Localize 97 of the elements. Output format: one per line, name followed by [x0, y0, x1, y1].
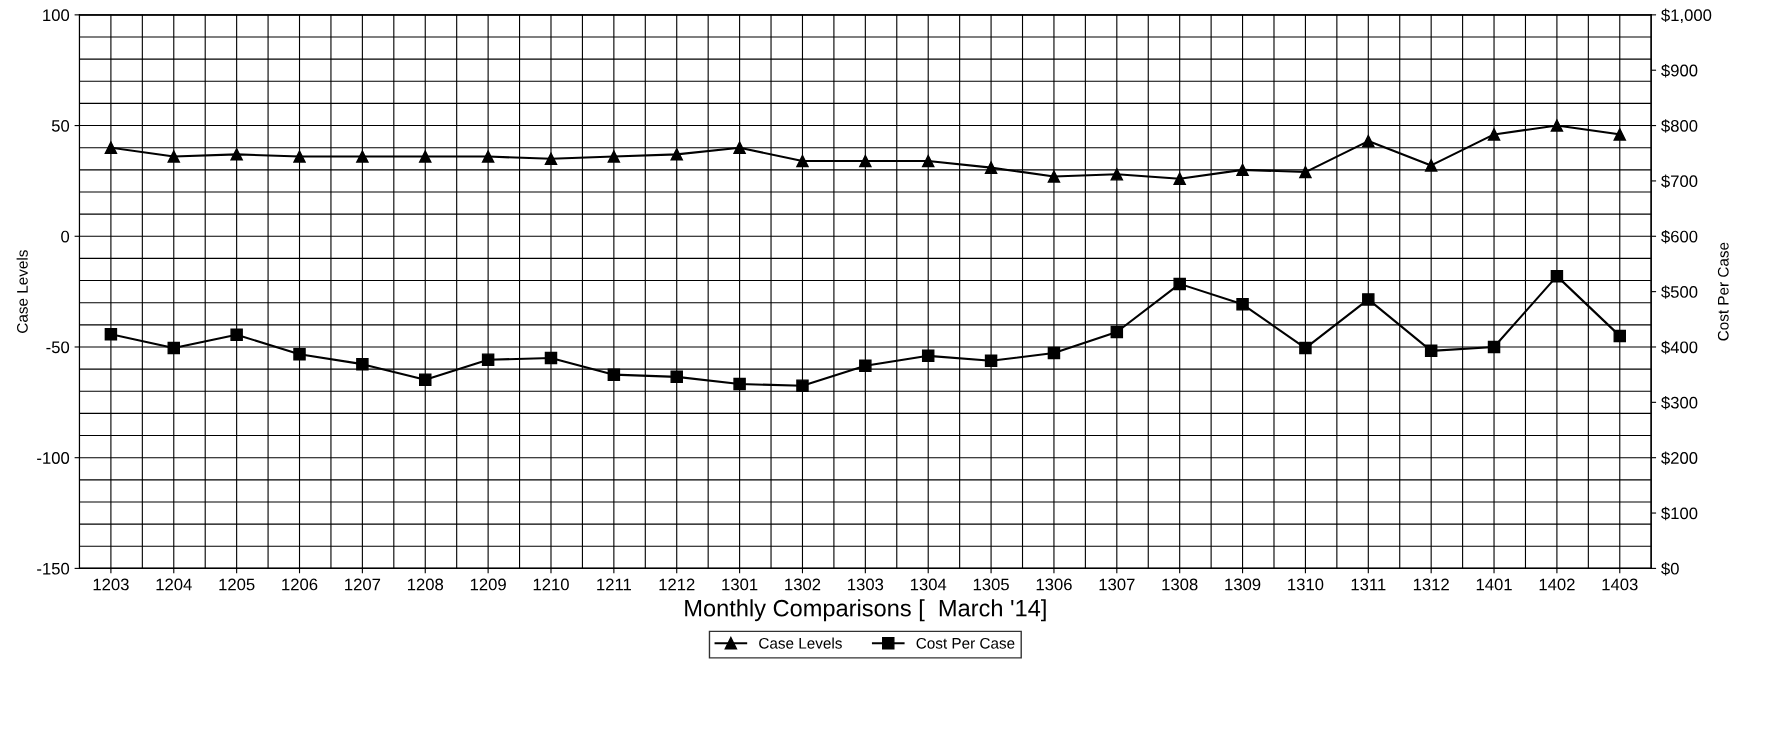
x-tick-label: 1207: [345, 578, 381, 591]
point: [1550, 269, 1564, 283]
point: [1362, 293, 1375, 306]
point: [356, 150, 369, 163]
point: [1047, 170, 1061, 183]
point: [1047, 346, 1061, 360]
point: [167, 341, 181, 355]
x-tick-label: 1403: [1602, 578, 1638, 591]
point: [670, 370, 683, 384]
point: [1613, 128, 1627, 141]
point: [1362, 134, 1375, 148]
x-tick-label: 1309: [1225, 578, 1261, 591]
y2-axis-title: Cost Per Case: [1717, 242, 1729, 341]
point: [104, 327, 118, 341]
x-tick-label: 1301: [722, 578, 758, 591]
x-tick-label: 1307: [1099, 578, 1135, 591]
y-tick-label: 100: [43, 9, 70, 22]
point: [544, 351, 558, 365]
y2-tick-label: $300: [1661, 396, 1698, 410]
y-axis-title: Case Levels: [16, 250, 28, 333]
point: [859, 154, 872, 168]
point: [293, 150, 306, 163]
y2-tick-label: $100: [1661, 506, 1698, 521]
x-tick-label: 1402: [1539, 578, 1575, 591]
point: [921, 154, 935, 168]
point: [544, 152, 558, 166]
x-tick-label: 1204: [156, 578, 192, 591]
point: [1424, 159, 1438, 172]
x-tick-label: 1306: [1036, 578, 1072, 591]
x-tick-label: 1205: [219, 578, 255, 591]
y2-tick-label: $200: [1661, 451, 1698, 465]
point: [481, 353, 495, 366]
point: [293, 347, 306, 361]
legend-label: Case Levels: [759, 637, 842, 649]
point: [733, 377, 746, 391]
x-tick-label: 1303: [848, 578, 884, 591]
point: [1613, 329, 1627, 343]
point: [1487, 128, 1501, 141]
y2-tick-label: $700: [1661, 174, 1698, 189]
point: [1173, 277, 1186, 291]
x-tick-label: 1305: [973, 578, 1009, 591]
x-tick-label: 1312: [1413, 578, 1449, 591]
x-tick-label: 1209: [470, 578, 506, 591]
point: [670, 148, 683, 161]
y2-tick-label: $0: [1661, 562, 1679, 576]
point: [1424, 344, 1438, 358]
y2-tick-label: $500: [1661, 285, 1698, 299]
point: [1110, 168, 1124, 181]
y-tick-label: -150: [37, 562, 70, 575]
x-tick-label: 1401: [1476, 578, 1512, 591]
x-tick-label: 1210: [533, 578, 569, 591]
point: [1550, 119, 1564, 132]
y2-tick-label: $600: [1661, 229, 1698, 244]
point: [984, 161, 998, 174]
y-tick-label: -100: [37, 452, 70, 464]
point: [796, 154, 809, 168]
x-tick-label: 1212: [659, 578, 695, 591]
x-tick-label: 1208: [407, 578, 444, 591]
x-tick-label: 1310: [1288, 578, 1324, 591]
point: [607, 150, 621, 163]
y2-tick-label: $1,000: [1661, 8, 1712, 24]
point: [1299, 341, 1312, 355]
y2-tick-label: $900: [1661, 63, 1698, 78]
point: [1110, 325, 1124, 339]
point: [984, 354, 998, 368]
x-tick-label: 1311: [1351, 578, 1386, 591]
point: [1236, 298, 1249, 311]
x-tick-label: 1302: [785, 578, 821, 591]
point: [796, 379, 809, 392]
point: [1173, 172, 1186, 185]
point: [1487, 340, 1501, 354]
x-tick-label: 1206: [282, 578, 318, 591]
point: [607, 368, 621, 381]
y-tick-label: 0: [61, 230, 70, 243]
point: [859, 359, 872, 373]
point: [733, 141, 746, 154]
x-tick-label: 1308: [1162, 578, 1198, 591]
y-tick-label: -50: [46, 341, 70, 354]
point: [1236, 163, 1249, 177]
x-tick-label: 1304: [910, 578, 947, 591]
x-tick-label: 1203: [93, 578, 129, 591]
y2-tick-label: $400: [1661, 340, 1698, 355]
y-tick-label: 50: [51, 119, 70, 132]
point: [1299, 165, 1312, 179]
point: [921, 349, 935, 363]
legend-label: Cost Per Case: [916, 637, 1015, 649]
x-tick-label: 1211: [597, 578, 631, 591]
point: [419, 150, 432, 163]
point: [230, 148, 243, 161]
point: [356, 357, 369, 371]
point: [104, 141, 118, 154]
point: [167, 150, 181, 163]
point: [419, 373, 432, 386]
point: [230, 328, 243, 342]
y2-tick-label: $800: [1661, 119, 1698, 133]
x-axis-title: Monthly Comparisons [ March '14]: [685, 599, 1046, 622]
point: [481, 150, 495, 163]
